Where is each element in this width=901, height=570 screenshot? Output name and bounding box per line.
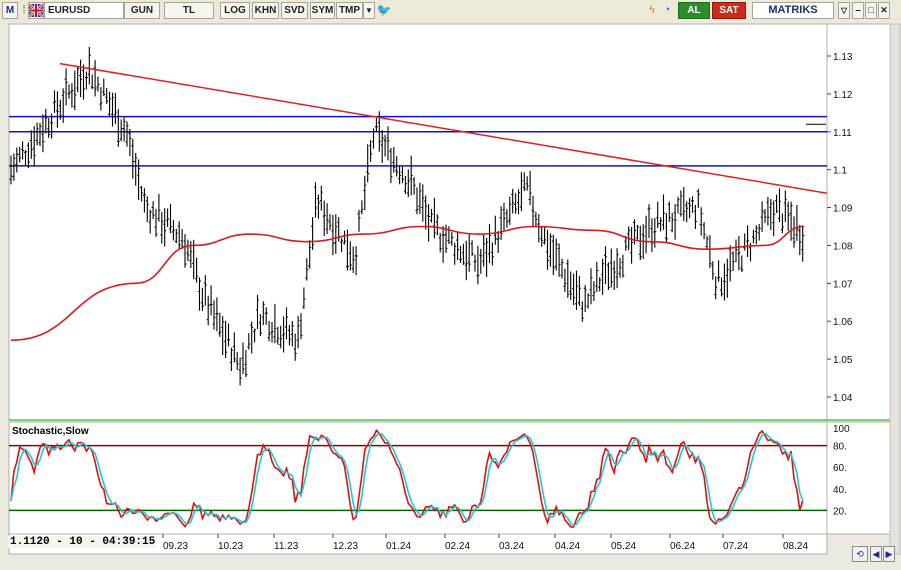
main-plot-area [8,23,828,421]
indicator-level-label: 20. [833,506,847,517]
price-tick-labels: 1.13 1.12 1.11 1.1 1.09 1.08 1.07 1.06 1.05 1.04 [827,52,853,404]
stochastic-k-line [10,429,804,528]
grip-icon: ⁞ [22,4,26,16]
time-tick-labels: 09.23 10.23 11.23 12.23 01.24 02.24 03.24 04.24… [162,534,808,552]
time-tick-label: 08.24 [783,541,808,552]
scroll-right-icon[interactable]: ▶ [883,546,895,562]
price-tick-label: 1.11 [833,128,852,139]
price-chart[interactable]: 1.131.121.111.11.091.081.071.061.051.04 … [0,22,901,570]
buy-button[interactable]: AL [678,2,710,19]
indicator-level-labels: 100 80. 60. 40. 20. [833,424,850,517]
currency-button[interactable]: TL [164,2,214,19]
indicator-level-label: 80. [833,442,847,453]
time-tick-label: 03.24 [499,541,524,552]
sym-button[interactable]: SYM [310,2,335,19]
price-tick-label: 1.12 [833,90,853,101]
khn-button[interactable]: KHN [252,2,279,19]
indicator-axis [826,421,891,535]
time-tick-label: 10.23 [218,541,243,552]
period-button[interactable]: GUN [124,2,160,19]
vertical-scrollbar[interactable] [889,23,901,555]
collapse-icon[interactable]: ▽ [838,2,850,19]
price-axis [826,23,891,421]
twitter-icon[interactable]: 🐦 [376,3,392,17]
lightning-icon[interactable]: ϟ [649,4,655,16]
time-tick-label: 06.24 [670,541,695,552]
price-tick-label: 1.1 [833,166,847,177]
price-readout: 1.1120 - 10 - 04:39:15 [8,536,158,548]
price-tick-label: 1.04 [833,393,853,404]
horizontal-levels [9,115,827,167]
time-tick-label: 12.23 [333,541,358,552]
indicator-plot-area [8,421,828,535]
svd-button[interactable]: SVD [281,2,308,19]
price-tick-label: 1.09 [833,204,853,215]
stochastic-d-line [10,432,804,527]
time-tick-label: 09.23 [163,541,188,552]
maximize-icon[interactable]: □ [865,2,877,19]
price-tick-label: 1.06 [833,317,853,328]
time-tick-label: 05.24 [611,541,636,552]
close-icon[interactable]: ✕ [878,2,890,19]
indicator-level-label: 40. [833,485,847,496]
time-tick-label: 11.23 [274,541,299,552]
refresh-icon[interactable]: ⟲ [852,546,868,562]
price-tick-label: 1.05 [833,355,853,366]
flag-icon[interactable] [28,2,44,19]
matriks-logo: MATRIKS [752,2,834,19]
moving-average-line [10,225,805,341]
minimize-icon[interactable]: – [852,2,864,19]
tmp-button[interactable]: TMP [336,2,363,19]
indicator-level-label: 100 [833,424,850,435]
menu-m-button[interactable]: M [2,2,18,19]
symbol-input[interactable]: EURUSD [44,2,124,19]
toolbar: M ⁞ EURUSD GUN TL LOG KHN SVD SYM TMP ▼ … [0,0,901,23]
time-tick-label: 01.24 [386,541,411,552]
time-tick-label: 02.24 [445,541,470,552]
time-tick-label: 04.24 [555,541,580,552]
scroll-left-icon[interactable]: ◀ [870,546,882,562]
indicator-level-label: 60. [833,463,847,474]
ohlc-bars [9,47,826,386]
sell-button[interactable]: SAT [712,2,746,19]
dropdown-arrow-icon[interactable]: ▼ [363,2,375,19]
log-button[interactable]: LOG [220,2,250,19]
price-tick-label: 1.08 [833,241,853,252]
trendline[interactable] [59,62,828,194]
indicator-title: Stochastic,Slow [12,426,89,437]
clock-icon[interactable]: ◔ [663,4,671,16]
time-tick-label: 07.24 [723,541,748,552]
price-tick-label: 1.13 [833,52,853,63]
price-tick-label: 1.07 [833,279,853,290]
